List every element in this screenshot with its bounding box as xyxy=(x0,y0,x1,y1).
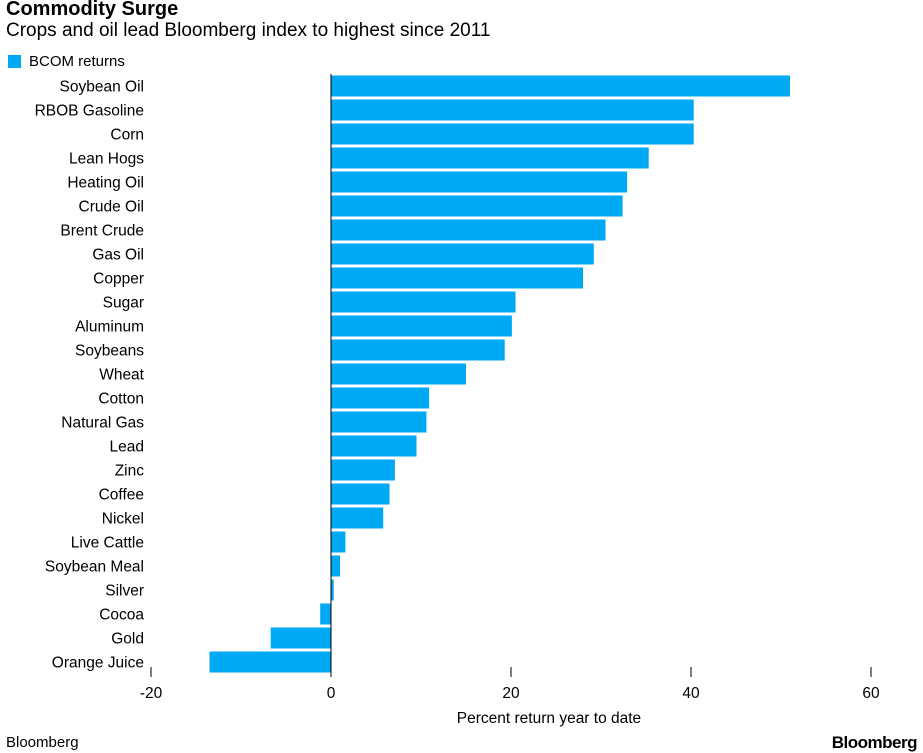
bar xyxy=(331,243,594,265)
bar xyxy=(331,363,466,385)
bar xyxy=(331,315,512,337)
category-label: Orange Juice xyxy=(52,655,144,672)
bar xyxy=(331,123,694,145)
category-label: Lead xyxy=(110,439,144,456)
x-axis-title: Percent return year to date xyxy=(457,710,641,727)
category-label: Zinc xyxy=(115,463,145,480)
category-label: Cocoa xyxy=(99,607,144,624)
x-tick-label: 20 xyxy=(502,685,520,702)
category-label: Sugar xyxy=(103,295,144,312)
bar xyxy=(331,99,694,121)
chart-title: Commodity Surge xyxy=(6,0,179,20)
category-label: Live Cattle xyxy=(71,535,144,552)
x-tick-label: 0 xyxy=(327,685,336,702)
bar xyxy=(320,603,331,625)
bar xyxy=(331,507,384,529)
category-label: Nickel xyxy=(102,511,144,528)
bar xyxy=(331,411,427,433)
bar xyxy=(331,147,649,169)
bar xyxy=(331,531,346,553)
chart-subtitle: Crops and oil lead Bloomberg index to hi… xyxy=(6,20,491,41)
bar xyxy=(209,651,331,673)
category-label: Crude Oil xyxy=(79,199,144,216)
bar xyxy=(331,291,516,313)
source-label: Bloomberg xyxy=(6,734,79,751)
bar xyxy=(331,459,395,481)
category-label: Natural Gas xyxy=(61,415,144,432)
bar xyxy=(331,195,623,217)
bar xyxy=(331,555,340,577)
bar xyxy=(331,435,417,457)
category-label: RBOB Gasoline xyxy=(35,103,144,120)
legend-label: BCOM returns xyxy=(29,53,125,70)
category-label: Cotton xyxy=(98,391,144,408)
bar xyxy=(331,387,430,409)
category-label: Corn xyxy=(110,127,144,144)
bar xyxy=(331,171,628,193)
category-label: Copper xyxy=(93,271,144,288)
bar xyxy=(331,75,790,97)
bar xyxy=(331,267,583,289)
category-label: Heating Oil xyxy=(67,175,144,192)
bar xyxy=(331,579,334,601)
bar xyxy=(331,483,390,505)
category-label: Soybeans xyxy=(75,343,144,360)
category-label: Soybean Oil xyxy=(60,79,144,96)
category-label: Gas Oil xyxy=(92,247,144,264)
bar xyxy=(331,339,505,361)
x-tick-label: -20 xyxy=(140,685,163,702)
legend: BCOM returns xyxy=(8,53,125,70)
bar xyxy=(331,219,606,241)
category-label: Soybean Meal xyxy=(45,559,144,576)
category-label: Aluminum xyxy=(75,319,144,336)
bar xyxy=(270,627,331,649)
category-label: Wheat xyxy=(99,367,144,384)
category-label: Brent Crude xyxy=(60,223,144,240)
bloomberg-logo: Bloomberg xyxy=(831,733,918,752)
legend-swatch xyxy=(8,55,21,68)
category-label: Gold xyxy=(111,631,144,648)
category-label: Silver xyxy=(105,583,144,600)
category-label: Lean Hogs xyxy=(69,151,144,168)
x-tick-label: 60 xyxy=(862,685,880,702)
x-tick-label: 40 xyxy=(682,685,700,702)
category-label: Coffee xyxy=(99,487,144,504)
